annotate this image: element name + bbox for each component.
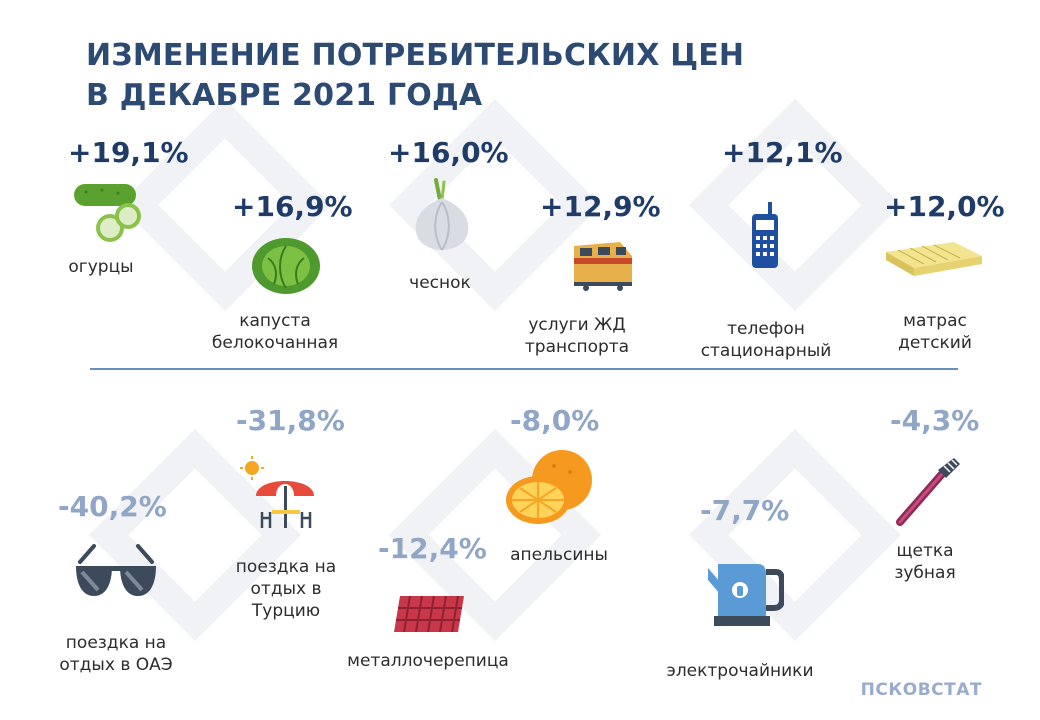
section-divider — [90, 368, 958, 370]
roof-tile-icon — [394, 595, 464, 633]
decrease-value-uae-trip: -40,2% — [58, 490, 167, 523]
decrease-label-toothbrush: щетка зубная — [894, 541, 956, 583]
mattress-icon — [886, 242, 982, 276]
increase-label-cucumbers: огурцы — [68, 257, 134, 277]
train-icon — [574, 242, 632, 291]
decrease-value-turkey-trip: -31,8% — [236, 404, 345, 437]
decrease-value-oranges: -8,0% — [510, 404, 600, 437]
garlic-icon — [415, 178, 469, 251]
page-title: ИЗМЕНЕНИЕ ПОТРЕБИТЕЛЬСКИХ ЦЕН В ДЕКАБРЕ … — [86, 36, 744, 116]
phone-icon — [752, 202, 778, 268]
decrease-label-roof-tile: металлочерепица — [347, 651, 509, 671]
increase-value-garlic: +16,0% — [388, 136, 509, 169]
orange-icon — [506, 450, 592, 524]
increase-value-phone: +12,1% — [722, 136, 843, 169]
decrease-value-roof-tile: -12,4% — [378, 532, 487, 565]
background-diamond — [688, 98, 902, 312]
cucumber-icon — [74, 184, 141, 242]
toothbrush-icon — [896, 458, 960, 526]
increase-label-garlic: чеснок — [409, 273, 471, 293]
brand-logo-text: ПСКОВСТАТ — [860, 680, 982, 700]
beach-umbrella-icon — [240, 456, 314, 528]
increase-value-train: +12,9% — [540, 190, 661, 223]
increase-label-mattress: матрас детский — [898, 311, 972, 353]
increase-value-cabbage: +16,9% — [232, 190, 353, 223]
kettle-icon — [708, 564, 784, 626]
decrease-label-oranges: апельсины — [510, 545, 608, 565]
decrease-value-toothbrush: -4,3% — [890, 404, 980, 437]
decrease-label-kettle: электрочайники — [666, 661, 814, 681]
increase-label-train: услуги ЖД транспорта — [524, 315, 630, 357]
title-line-1: ИЗМЕНЕНИЕ ПОТРЕБИТЕЛЬСКИХ ЦЕН — [86, 38, 745, 73]
decrease-label-uae-trip: поездка на отдых в ОАЭ — [59, 633, 173, 675]
decrease-label-turkey-trip: поездка на отдых в Турцию — [235, 557, 337, 621]
cabbage-icon — [252, 238, 320, 294]
title-line-2: В ДЕКАБРЕ 2021 ГОДА — [86, 78, 483, 113]
decrease-value-kettle: -7,7% — [700, 494, 790, 527]
increase-value-cucumbers: +19,1% — [68, 136, 189, 169]
increase-value-mattress: +12,0% — [884, 190, 1005, 223]
sunglasses-icon — [76, 544, 156, 596]
increase-label-phone: телефон стационарный — [700, 319, 832, 361]
increase-label-cabbage: капуста белокочанная — [211, 311, 339, 353]
